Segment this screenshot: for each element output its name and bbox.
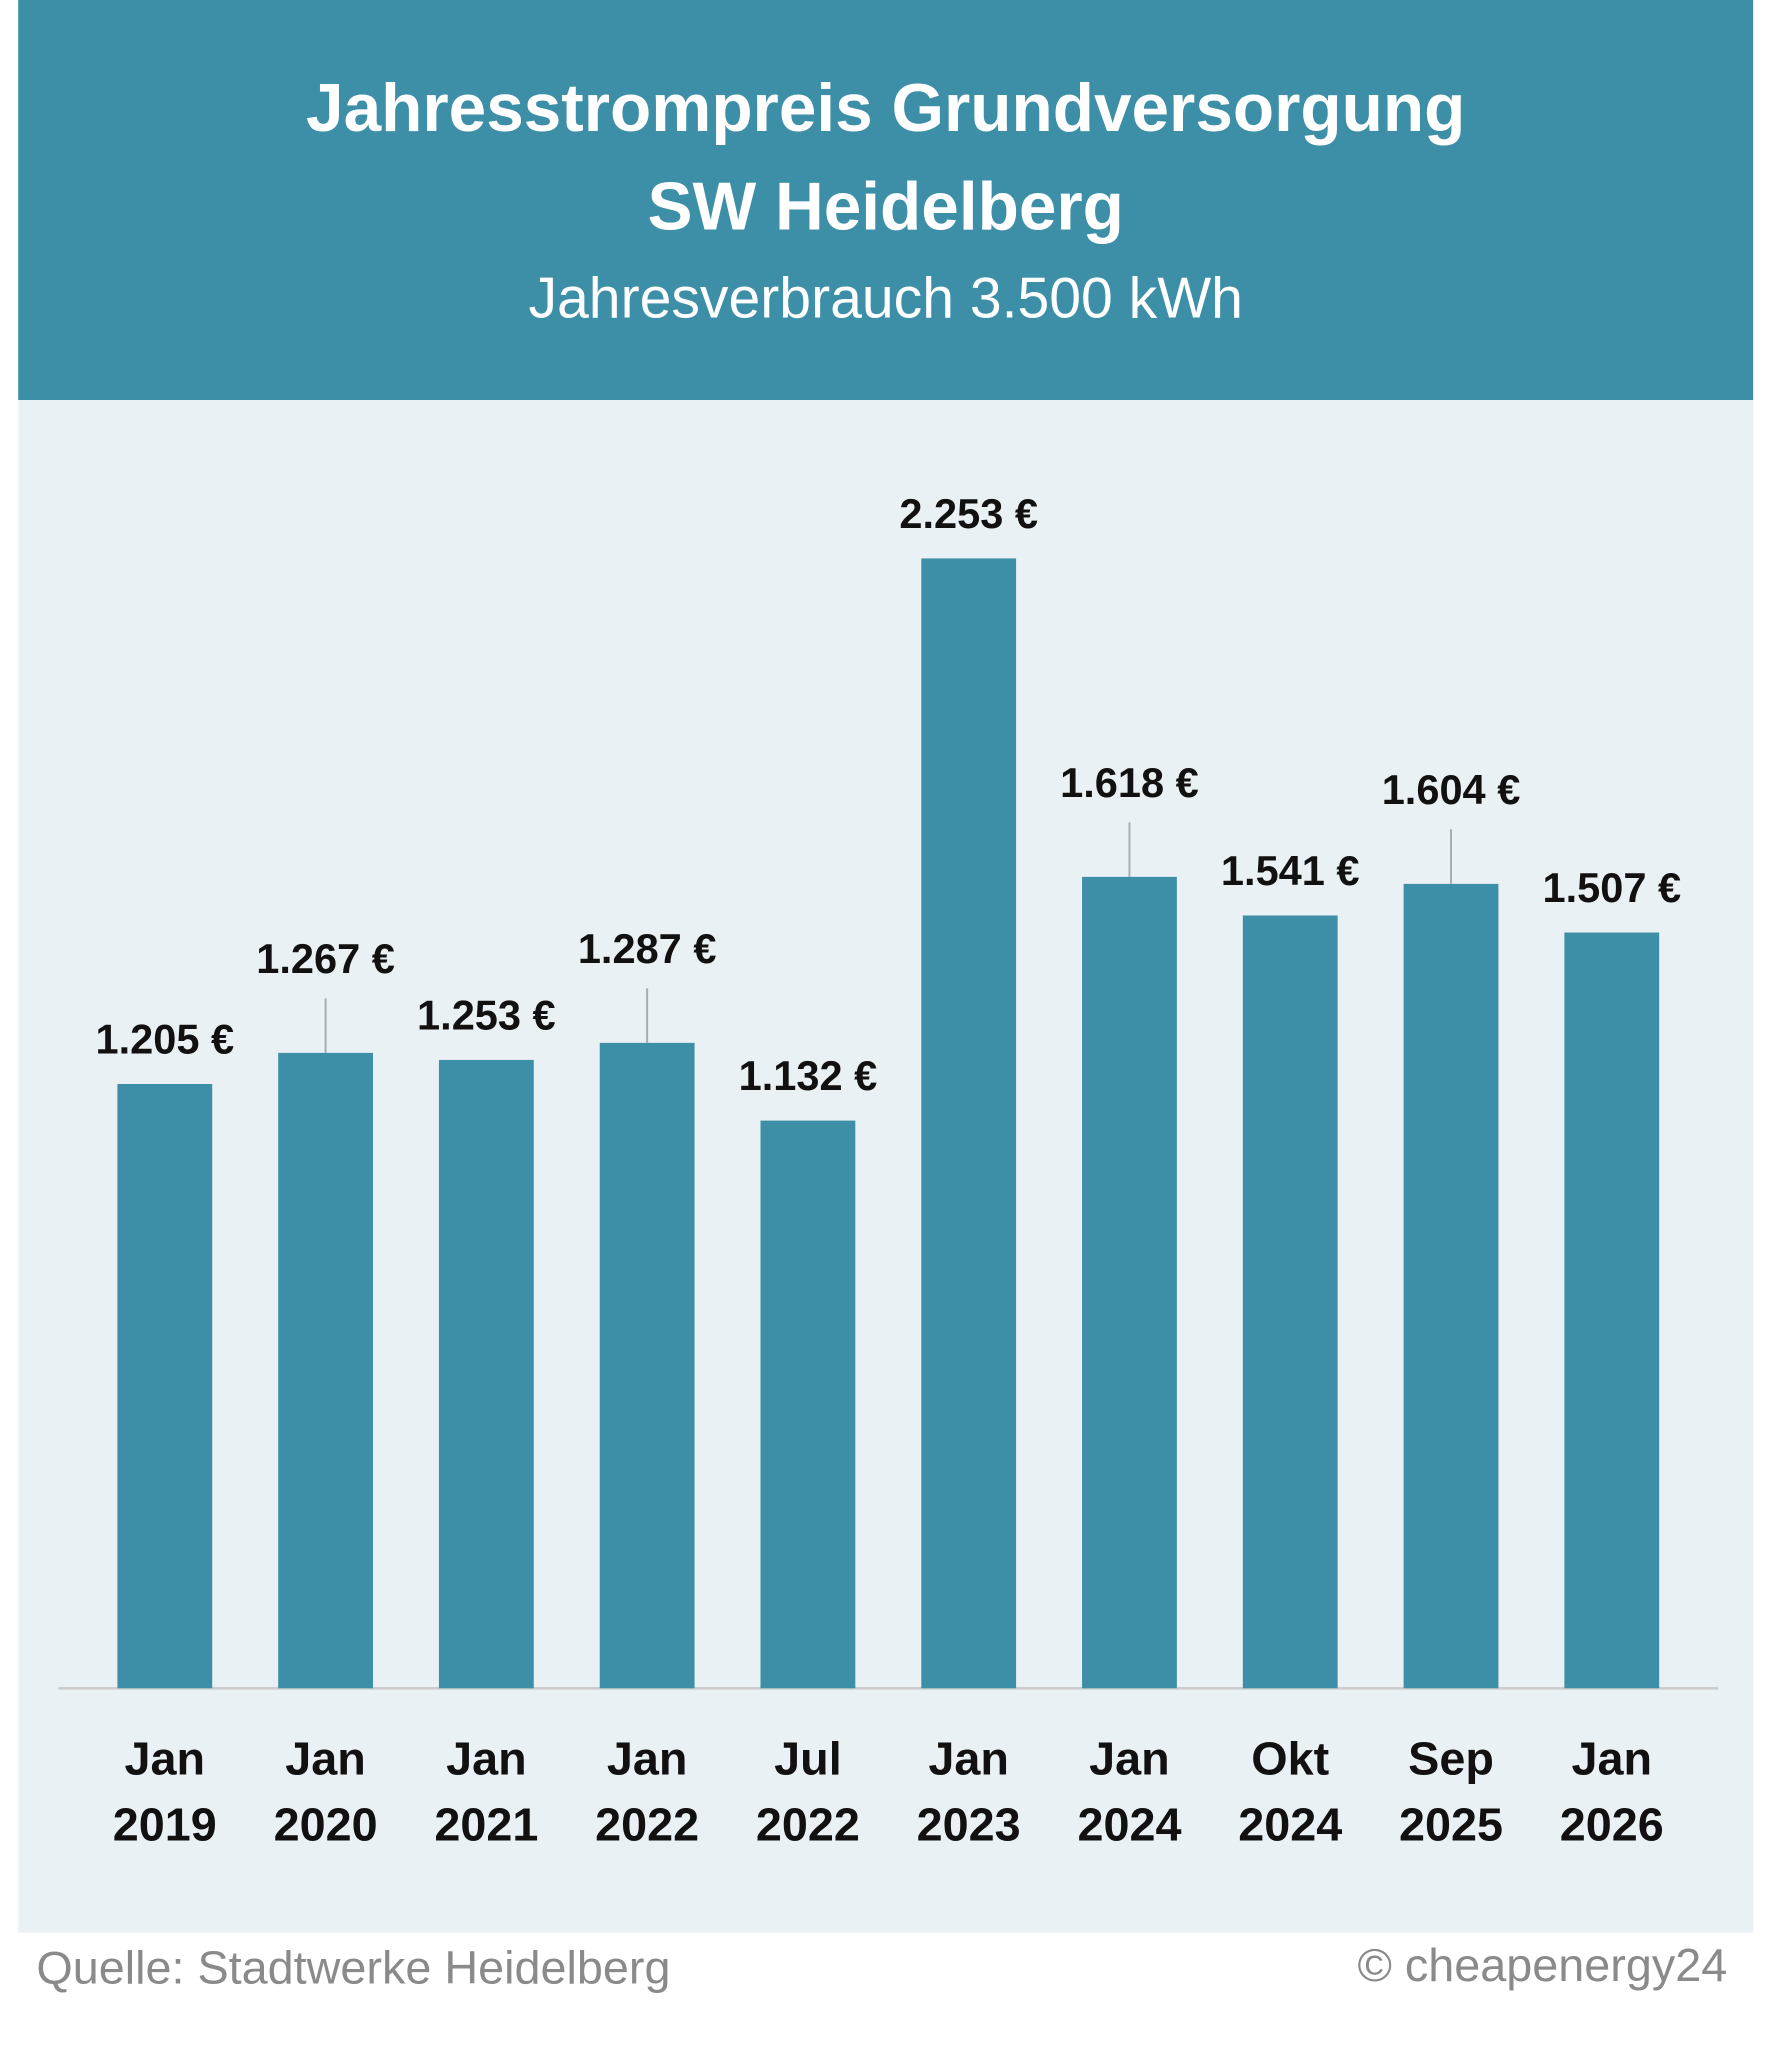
source: Quelle: Stadtwerke Heidelberg xyxy=(36,1942,670,1994)
data-label: 1.205 € xyxy=(95,1015,234,1062)
x-tick-label: Jan 2020 xyxy=(274,1733,378,1851)
x-tick-line: 2025 xyxy=(1399,1799,1503,1851)
x-tick-label: Sep 2025 xyxy=(1399,1733,1503,1851)
bar xyxy=(1242,915,1338,1689)
data-label: 1.287 € xyxy=(578,925,717,972)
x-tick-line: 2022 xyxy=(756,1799,860,1851)
data-label: 1.267 € xyxy=(256,935,395,982)
bar xyxy=(438,1059,534,1689)
x-tick-line: Jan xyxy=(446,1733,527,1785)
chart-subtitle: Jahresverbrauch 3.500 kWh xyxy=(528,267,1242,331)
bar xyxy=(278,1052,373,1689)
chart-title: SW Heidelberg xyxy=(647,170,1123,245)
x-tick-line: 2023 xyxy=(917,1799,1021,1851)
x-tick-line: Sep xyxy=(1408,1733,1494,1785)
data-label: 1.132 € xyxy=(739,1052,878,1099)
bar xyxy=(760,1120,856,1689)
x-tick-line: 2026 xyxy=(1560,1799,1664,1851)
x-tick-line: 2019 xyxy=(113,1799,217,1851)
x-tick-line: 2022 xyxy=(595,1799,699,1851)
data-label: 1.541 € xyxy=(1221,847,1360,894)
bar xyxy=(117,1083,213,1689)
x-tick-line: Jan xyxy=(125,1733,206,1785)
x-tick-label: Jan 2023 xyxy=(917,1733,1021,1851)
x-tick-label: Okt 2024 xyxy=(1238,1733,1342,1851)
credit: © cheapenergy24 xyxy=(1357,1939,1727,1991)
x-tick-label: Jan 2024 xyxy=(1077,1733,1181,1851)
x-tick-label: Jan 2022 xyxy=(595,1733,699,1851)
bar xyxy=(599,1042,695,1689)
x-tick-line: 2024 xyxy=(1238,1799,1342,1851)
x-tick-label: Jan 2019 xyxy=(113,1733,217,1851)
data-label: 1.618 € xyxy=(1060,759,1199,806)
x-tick-label: Jul 2022 xyxy=(756,1733,860,1851)
bar xyxy=(921,558,1017,1689)
data-label: 1.507 € xyxy=(1542,864,1681,911)
header-band xyxy=(18,0,1754,400)
x-tick-line: Jan xyxy=(1572,1733,1653,1785)
data-label: 1.604 € xyxy=(1382,766,1521,813)
x-tick-line: Jan xyxy=(285,1733,366,1785)
x-tick-line: Jul xyxy=(774,1733,842,1785)
chart-title: Jahresstrompreis Grundversorgung xyxy=(306,71,1465,146)
bar xyxy=(1082,876,1177,1689)
x-tick-line: Jan xyxy=(928,1733,1009,1785)
data-label: 2.253 € xyxy=(899,490,1038,537)
x-tick-line: Jan xyxy=(607,1733,688,1785)
x-tick-line: Okt xyxy=(1251,1733,1329,1785)
x-tick-label: Jan 2021 xyxy=(434,1733,538,1851)
x-tick-line: 2024 xyxy=(1077,1799,1181,1851)
x-tick-line: Jan xyxy=(1089,1733,1170,1785)
x-tick-line: 2020 xyxy=(274,1799,378,1851)
x-tick-line: 2021 xyxy=(434,1799,538,1851)
x-tick-label: Jan 2026 xyxy=(1560,1733,1664,1851)
bar xyxy=(1403,883,1499,1689)
bar xyxy=(1564,932,1660,1689)
data-label: 1.253 € xyxy=(417,991,556,1038)
